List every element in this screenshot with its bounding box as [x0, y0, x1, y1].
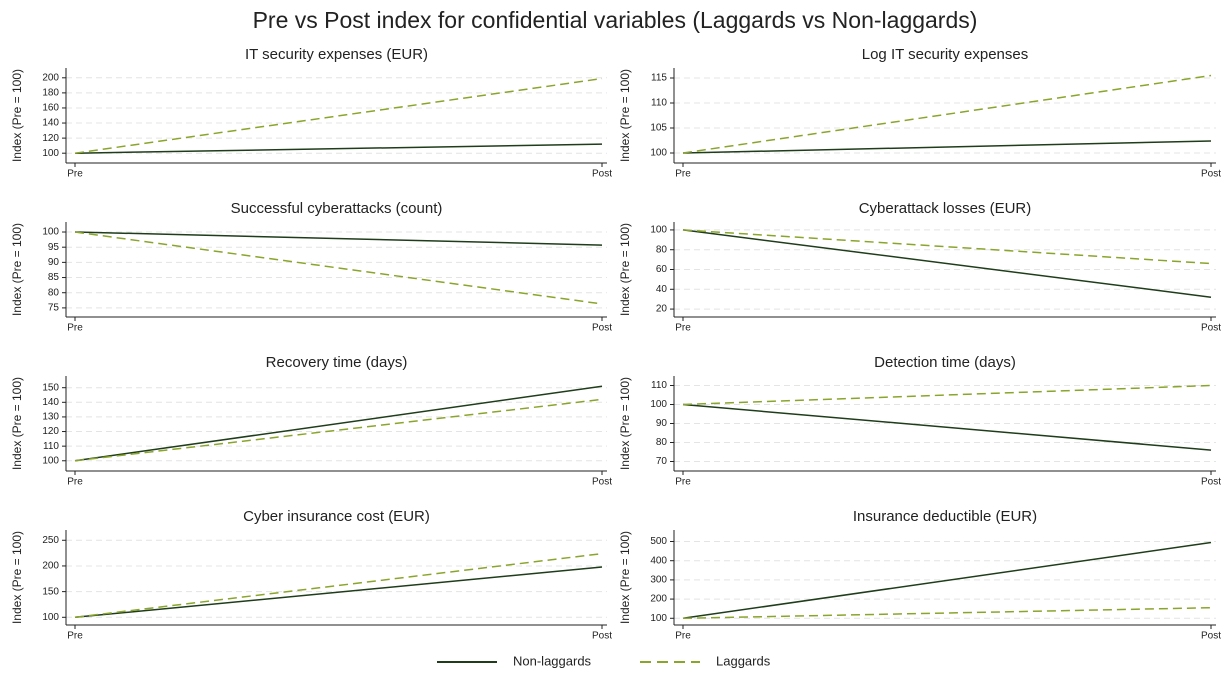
y-tick-label: 95	[48, 242, 60, 253]
y-axis-label: Index (Pre = 100)	[10, 377, 24, 470]
y-tick-label: 160	[42, 103, 59, 114]
x-tick-label: Pre	[675, 169, 691, 180]
x-tick-label: Pre	[67, 477, 83, 488]
y-tick-label: 130	[42, 412, 59, 423]
x-tick-label: Post	[592, 631, 612, 642]
y-tick-label: 100	[650, 148, 667, 159]
y-axis-label: Index (Pre = 100)	[618, 377, 632, 470]
y-tick-label: 80	[656, 244, 668, 255]
y-tick-label: 300	[650, 575, 667, 586]
legend-label: Non-laggards	[513, 653, 592, 668]
y-tick-label: 140	[42, 118, 59, 129]
x-tick-label: Pre	[67, 169, 83, 180]
y-tick-label: 80	[48, 287, 60, 298]
x-tick-label: Post	[1201, 323, 1221, 334]
y-tick-label: 105	[650, 123, 667, 134]
y-tick-label: 100	[650, 613, 667, 624]
y-tick-label: 70	[656, 456, 668, 467]
y-tick-label: 90	[656, 418, 668, 429]
panel-title: Detection time (days)	[874, 354, 1016, 371]
y-tick-label: 40	[656, 284, 668, 295]
y-tick-label: 100	[42, 227, 59, 238]
y-tick-label: 60	[656, 264, 668, 275]
x-tick-label: Pre	[675, 323, 691, 334]
panel-title: IT security expenses (EUR)	[245, 46, 428, 63]
panel-title: Log IT security expenses	[862, 46, 1028, 63]
series-line	[74, 552, 603, 619]
y-axis-label: Index (Pre = 100)	[618, 69, 632, 162]
series-line	[74, 143, 603, 154]
y-axis-label: Index (Pre = 100)	[10, 531, 24, 624]
figure-title: Pre vs Post index for confidential varia…	[253, 7, 978, 33]
series-line	[682, 606, 1212, 620]
y-tick-label: 120	[42, 133, 59, 144]
x-tick-label: Post	[592, 477, 612, 488]
x-tick-label: Pre	[67, 323, 83, 334]
series-line	[682, 229, 1212, 298]
y-axis-label: Index (Pre = 100)	[10, 69, 24, 162]
y-tick-label: 200	[650, 594, 667, 605]
series-line	[74, 231, 603, 305]
y-tick-label: 200	[42, 72, 59, 83]
y-tick-label: 140	[42, 397, 59, 408]
y-tick-label: 100	[42, 455, 59, 466]
panel-title: Cyber insurance cost (EUR)	[243, 508, 430, 525]
y-tick-label: 110	[651, 380, 667, 391]
series-line	[682, 140, 1212, 154]
x-tick-label: Post	[1201, 477, 1221, 488]
legend-label: Laggards	[716, 653, 771, 668]
series-line	[682, 384, 1212, 406]
y-axis-label: Index (Pre = 100)	[618, 531, 632, 624]
series-line	[74, 77, 603, 154]
y-tick-label: 150	[42, 586, 59, 597]
x-tick-label: Post	[592, 323, 612, 334]
y-tick-label: 200	[42, 561, 59, 572]
y-tick-label: 20	[656, 304, 668, 315]
x-tick-label: Post	[592, 169, 612, 180]
x-tick-label: Pre	[675, 631, 691, 642]
x-tick-label: Post	[1201, 631, 1221, 642]
x-tick-label: Pre	[675, 477, 691, 488]
y-tick-label: 100	[42, 148, 59, 159]
y-tick-label: 150	[42, 382, 59, 393]
y-tick-label: 120	[42, 426, 59, 437]
y-tick-label: 85	[48, 272, 60, 283]
series-line	[682, 541, 1212, 620]
series-line	[74, 566, 603, 619]
y-axis-label: Index (Pre = 100)	[618, 223, 632, 316]
series-line	[682, 403, 1212, 451]
y-tick-label: 500	[650, 536, 667, 547]
y-axis-label: Index (Pre = 100)	[10, 223, 24, 316]
y-tick-label: 250	[42, 535, 59, 546]
y-tick-label: 110	[651, 98, 667, 109]
series-line	[74, 385, 603, 462]
series-line	[74, 398, 603, 462]
y-tick-label: 80	[656, 437, 668, 448]
y-tick-label: 400	[650, 555, 667, 566]
y-tick-label: 110	[43, 441, 59, 452]
y-tick-label: 100	[650, 399, 667, 410]
x-tick-label: Post	[1201, 169, 1221, 180]
x-tick-label: Pre	[67, 631, 83, 642]
y-tick-label: 100	[42, 612, 59, 623]
panel-title: Recovery time (days)	[266, 354, 408, 371]
y-tick-label: 75	[48, 303, 60, 314]
series-line	[682, 74, 1212, 154]
y-tick-label: 115	[651, 73, 667, 84]
series-line	[74, 231, 603, 246]
series-line	[682, 229, 1212, 265]
y-tick-label: 100	[650, 225, 667, 236]
panel-title: Successful cyberattacks (count)	[231, 200, 443, 217]
panel-title: Insurance deductible (EUR)	[853, 508, 1037, 525]
panel-title: Cyberattack losses (EUR)	[859, 200, 1032, 217]
y-tick-label: 180	[42, 88, 59, 99]
y-tick-label: 90	[48, 257, 60, 268]
